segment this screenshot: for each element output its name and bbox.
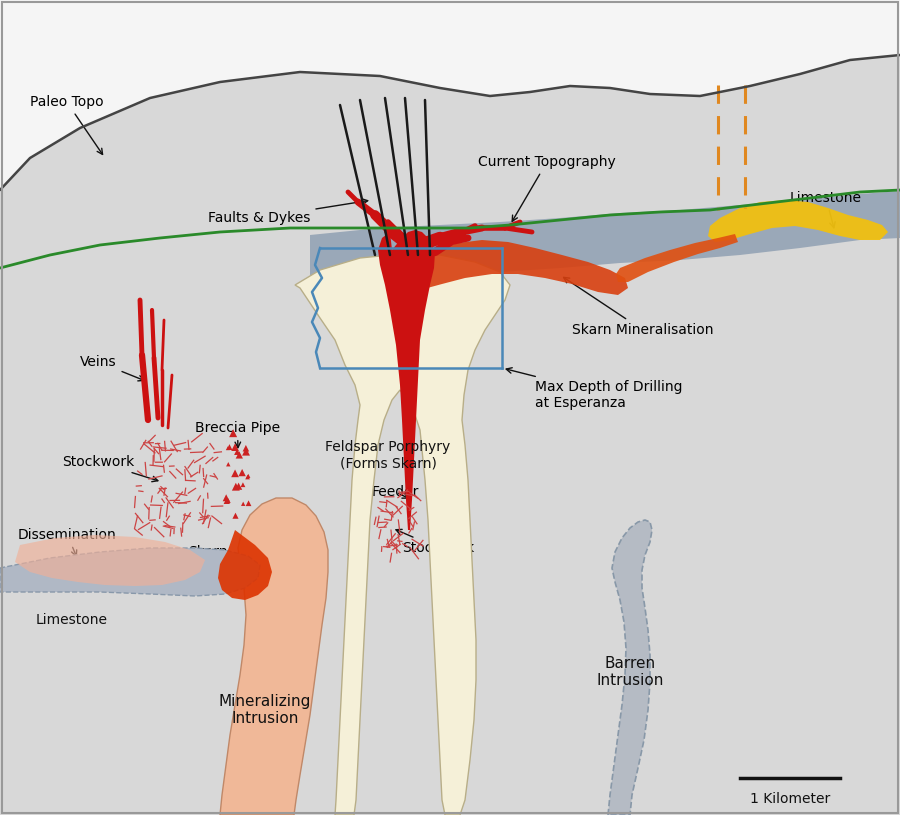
Polygon shape: [227, 444, 232, 450]
Polygon shape: [234, 449, 240, 455]
Polygon shape: [708, 200, 888, 242]
Text: Paleo Topo: Paleo Topo: [30, 95, 104, 154]
Polygon shape: [247, 474, 250, 478]
Polygon shape: [231, 469, 239, 478]
Text: Limestone: Limestone: [790, 191, 862, 228]
Polygon shape: [220, 498, 328, 815]
Polygon shape: [245, 474, 250, 479]
Polygon shape: [232, 513, 239, 519]
Polygon shape: [226, 498, 230, 503]
Polygon shape: [230, 430, 237, 437]
Text: Dissemination: Dissemination: [18, 528, 117, 556]
Text: Limestone: Limestone: [36, 613, 108, 627]
Text: Max Depth of Drilling
at Esperanza: Max Depth of Drilling at Esperanza: [506, 368, 682, 410]
Polygon shape: [15, 535, 205, 586]
Polygon shape: [310, 191, 900, 285]
Polygon shape: [231, 443, 239, 451]
Polygon shape: [240, 482, 246, 487]
Polygon shape: [243, 445, 249, 452]
Polygon shape: [408, 240, 628, 295]
Text: Skarn Mineralisation: Skarn Mineralisation: [563, 277, 714, 337]
Text: Breccia Pipe: Breccia Pipe: [195, 421, 280, 447]
Polygon shape: [378, 230, 435, 530]
Polygon shape: [226, 462, 230, 466]
Polygon shape: [226, 446, 230, 450]
Text: Skarn: Skarn: [188, 545, 229, 575]
Text: Faults & Dykes: Faults & Dykes: [208, 199, 368, 225]
Text: Stockwork: Stockwork: [62, 455, 158, 482]
Polygon shape: [295, 254, 510, 815]
Text: Current Topography: Current Topography: [478, 155, 616, 221]
Polygon shape: [616, 234, 738, 282]
Text: Stockwork: Stockwork: [396, 530, 474, 555]
Polygon shape: [238, 469, 246, 476]
Polygon shape: [242, 447, 250, 456]
Polygon shape: [232, 482, 239, 491]
Polygon shape: [608, 520, 652, 815]
Polygon shape: [218, 530, 272, 600]
Text: Feeder: Feeder: [372, 485, 419, 499]
Polygon shape: [241, 501, 246, 506]
Text: Feldspar Porphyry
(Forms Skarn): Feldspar Porphyry (Forms Skarn): [326, 440, 451, 470]
Polygon shape: [223, 498, 230, 504]
Polygon shape: [222, 494, 230, 501]
Polygon shape: [246, 500, 251, 506]
Polygon shape: [0, 55, 900, 815]
Polygon shape: [236, 452, 243, 459]
Polygon shape: [0, 548, 260, 596]
Text: Barren
Intrusion: Barren Intrusion: [597, 656, 663, 688]
Text: Veins: Veins: [80, 355, 144, 381]
Text: Mineralizing
Intrusion: Mineralizing Intrusion: [219, 694, 311, 726]
Text: 1 Kilometer: 1 Kilometer: [750, 792, 830, 806]
Polygon shape: [235, 482, 242, 490]
